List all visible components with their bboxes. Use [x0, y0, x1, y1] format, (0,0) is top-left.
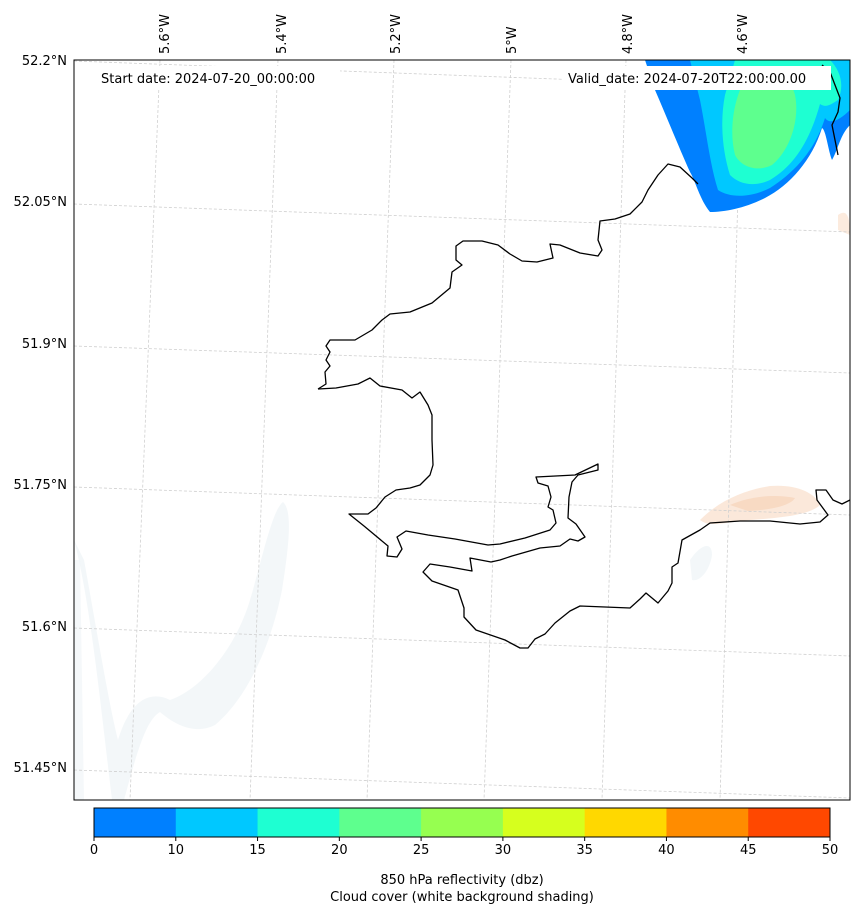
- colorbar-segment: [584, 808, 667, 837]
- colorbar-segment: [748, 808, 831, 837]
- colorbar-tick-label: 40: [658, 843, 675, 858]
- lon-label-5: 5°W: [505, 26, 520, 54]
- colorbar-tick-label: 10: [168, 843, 185, 858]
- light-precip-shading-east-inner: [730, 496, 795, 511]
- lon-label-5-2: 5.2°W: [389, 14, 404, 54]
- colorbar-tick-label: 0: [90, 843, 98, 858]
- colorbar-label-reflectivity: 850 hPa reflectivity (dbz): [380, 873, 543, 888]
- latitude-labels: 52.2°N 52.05°N 51.9°N 51.75°N 51.6°N 51.…: [14, 54, 67, 776]
- colorbar-segment: [339, 808, 422, 837]
- lat-label-51-75: 51.75°N: [14, 478, 67, 493]
- colorbar-tick-label: 50: [822, 843, 839, 858]
- colorbar-label-cloud-cover: Cloud cover (white background shading): [330, 890, 594, 905]
- lon-label-5-6: 5.6°W: [158, 14, 173, 54]
- lat-label-52-05: 52.05°N: [14, 195, 67, 210]
- colorbar-segment: [175, 808, 259, 837]
- cloud-shading-south-east: [690, 545, 712, 581]
- graticule: [74, 60, 850, 800]
- longitude-labels: 5.6°W 5.4°W 5.2°W 5°W 4.8°W 4.6°W: [158, 14, 751, 54]
- colorbar-segment: [502, 808, 586, 837]
- colorbar-tick-label: 45: [740, 843, 757, 858]
- cloud-cover-shading-edge: [74, 560, 84, 800]
- lat-label-51-45: 51.45°N: [14, 761, 67, 776]
- start-date-label: Start date: 2024-07-20_00:00:00: [101, 72, 315, 87]
- colorbar-tick-label: 35: [576, 843, 593, 858]
- map-frame: [73, 59, 851, 801]
- lat-label-51-9: 51.9°N: [22, 337, 67, 352]
- start-date-box: [94, 66, 340, 90]
- lon-label-5-4: 5.4°W: [275, 14, 290, 54]
- colorbar-tick-label: 20: [331, 843, 348, 858]
- colorbar-segment: [94, 808, 177, 837]
- light-precip-shading-edge: [838, 212, 850, 235]
- lat-label-52-2: 52.2°N: [22, 54, 67, 69]
- colorbar-segment: [257, 808, 340, 837]
- colorbar-segment: [421, 808, 504, 837]
- colorbar-tick-label: 15: [249, 843, 266, 858]
- lat-label-51-6: 51.6°N: [22, 620, 67, 635]
- lon-label-4-8: 4.8°W: [621, 14, 636, 54]
- colorbar-ticks: 0 10 15 20 25 30 35 40 45 50: [90, 837, 838, 858]
- colorbar-frame: [93, 807, 831, 838]
- valid-date-label: Valid_date: 2024-07-20T22:00:00.00: [568, 72, 806, 87]
- reflectivity-20-25-region: [732, 68, 797, 169]
- colorbar-tick-label: 25: [413, 843, 430, 858]
- colorbar: [94, 808, 831, 837]
- colorbar-segment: [666, 808, 749, 837]
- map-area: [74, 60, 850, 800]
- colorbar-tick-label: 30: [495, 843, 512, 858]
- lon-label-4-6: 4.6°W: [736, 14, 751, 54]
- valid-date-box: [562, 66, 831, 90]
- cloud-cover-shading-west: [74, 502, 289, 800]
